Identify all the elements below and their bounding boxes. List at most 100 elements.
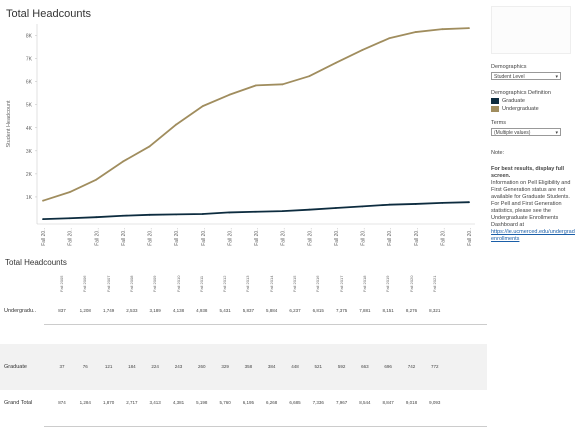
data-point-undergraduate <box>148 145 151 148</box>
table-column-header: Fall 2020 <box>406 270 420 292</box>
definition-label: Demographics Definition <box>491 90 551 96</box>
data-point-graduate <box>42 218 44 221</box>
table-column-header: Fall 2014 <box>266 270 280 292</box>
column-header-label: Fall 2005 <box>59 275 64 292</box>
table-cell: 2,533 <box>126 308 138 313</box>
table-title: Total Headcounts <box>5 258 67 267</box>
x-tick-label: Fall 20.. <box>440 228 446 246</box>
data-point-undergraduate <box>308 75 311 78</box>
table-column-header: Fall 2012 <box>219 270 233 292</box>
filter-panel: Demographics Student Level ▾ Demographic… <box>491 0 575 243</box>
column-header-label: Fall 2014 <box>268 275 274 292</box>
data-point-undergraduate <box>281 83 284 86</box>
table-cell: 37 <box>59 364 65 369</box>
table-cell: 224 <box>151 364 159 369</box>
column-header-label: Fall 2013 <box>245 275 251 292</box>
table-cell: 521 <box>314 364 323 369</box>
legend-item-undergraduate[interactable]: Undergraduate <box>491 106 571 112</box>
table-cell: 5,431 <box>219 308 231 313</box>
data-point-graduate <box>308 208 311 211</box>
x-tick-label: Fall 20.. <box>307 228 313 246</box>
x-tick-label: Fall 20.. <box>281 228 287 246</box>
table-cell: 7,375 <box>335 308 348 313</box>
table-cell: 6,268 <box>266 400 278 405</box>
table-cell: 8,847 <box>382 400 394 405</box>
column-header-label: Fall 2008 <box>128 275 134 292</box>
table-cell: 1,870 <box>102 400 115 405</box>
y-tick-label: 3K <box>26 149 33 155</box>
data-point-graduate <box>175 213 178 216</box>
data-point-graduate <box>334 207 337 209</box>
x-tick-label: Fall 20.. <box>94 228 100 246</box>
table-cell: 184 <box>128 364 136 369</box>
table-cell: 742 <box>407 364 416 369</box>
table-cell: 4,138 <box>172 308 185 313</box>
table-row: Grand Total 874 1,284 1,870 2,717 3,413 4,381 5… <box>0 390 487 416</box>
column-header-label: Fall 2006 <box>82 275 88 292</box>
table-row: Undergradu.. 837 1,208 1,749 2,533 3,189 4,138… <box>0 298 487 324</box>
table-cell: 448 <box>291 364 299 369</box>
undergraduate-swatch <box>491 106 499 112</box>
table-cell: 2,717 <box>126 400 138 405</box>
terms-select[interactable]: (Multiple values) ▾ <box>491 128 561 136</box>
x-tick-label: Fall 20.. <box>361 228 367 246</box>
demographics-label: Demographics <box>491 64 527 70</box>
table-cell: 6,685 <box>289 400 301 405</box>
demographics-select[interactable]: Student Level ▾ <box>491 72 561 80</box>
data-point-graduate <box>281 210 284 213</box>
row-divider <box>44 324 487 325</box>
table-cell: 7,881 <box>359 308 371 313</box>
table-cell: 358 <box>244 364 253 369</box>
x-tick-label: Fall 20.. <box>334 228 340 246</box>
table-column-header: Fall 2009 <box>149 270 163 292</box>
column-header-label: Fall 2007 <box>105 275 111 292</box>
column-header-label: Fall 2020 <box>408 275 414 292</box>
table-cell: 9,093 <box>429 400 441 405</box>
table-column-header: Fall 2008 <box>126 270 140 292</box>
y-tick-label: 2K <box>26 172 33 178</box>
legend-label-undergraduate: Undergraduate <box>502 106 539 112</box>
table-cell: 663 <box>361 364 369 369</box>
table-cell: 874 <box>58 400 66 405</box>
headcount-table: Fall 2005 Fall 2006 Fall 2007 Fall 2008 Fall… <box>0 268 487 428</box>
x-tick-label: Fall 20.. <box>227 228 233 246</box>
data-point-graduate <box>121 214 124 217</box>
chevron-down-icon: ▾ <box>555 130 558 136</box>
data-point-undergraduate <box>68 191 71 194</box>
table-cell: 837 <box>58 308 66 313</box>
table-cell: 5,884 <box>266 308 278 313</box>
table-cell: 4,381 <box>172 400 185 405</box>
data-point-graduate <box>201 213 204 215</box>
table-cell: 8,151 <box>382 308 394 313</box>
best-results-text: For best results, display full screen. <box>491 166 565 179</box>
legend-item-graduate[interactable]: Graduate <box>491 98 571 104</box>
row-label: Undergradu.. <box>4 308 37 314</box>
x-tick-label: Fall 20.. <box>174 228 180 246</box>
data-point-undergraduate <box>42 199 44 202</box>
x-tick-label: Fall 20.. <box>201 228 207 246</box>
table-column-header: Fall 2017 <box>336 270 350 292</box>
data-point-undergraduate <box>468 27 470 30</box>
table-cell: 9,018 <box>405 400 418 405</box>
table-column-header: Fall 2013 <box>242 270 256 292</box>
table-row: Graduate 37 76 121 184 224 243 260 329 358 384 448 5… <box>0 344 487 390</box>
row-divider <box>44 426 487 427</box>
column-header-label: Fall 2021 <box>431 275 437 292</box>
x-tick-label: Fall 20.. <box>121 228 127 246</box>
table-cell: 5,760 <box>219 400 231 405</box>
column-header-label: Fall 2010 <box>175 275 181 292</box>
column-header-label: Fall 2012 <box>222 275 228 292</box>
graduate-swatch <box>491 98 499 104</box>
table-cell: 384 <box>267 364 276 369</box>
table-cell: 121 <box>104 364 113 369</box>
data-point-undergraduate <box>361 49 364 51</box>
data-point-undergraduate <box>175 123 178 126</box>
x-tick-label: Fall 20.. <box>68 228 74 246</box>
table-cell: 7,336 <box>312 400 324 405</box>
table-cell: 592 <box>337 364 346 369</box>
data-point-undergraduate <box>121 160 124 163</box>
info-body: Information on Pell Eligibility and Firs… <box>491 180 571 228</box>
data-point-graduate <box>148 213 151 216</box>
table-cell: 8,544 <box>359 400 371 405</box>
enrollments-link[interactable]: https://ie.ucmerced.edu/undergraduate-en… <box>491 229 575 242</box>
